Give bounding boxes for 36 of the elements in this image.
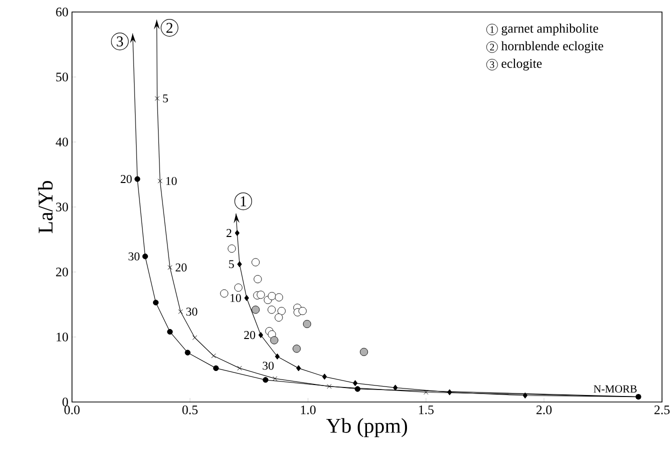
x-axis-title: Yb (ppm) <box>326 418 408 438</box>
annotation: 5 <box>229 260 234 268</box>
y-tick-label: 60 <box>56 8 68 16</box>
x-tick-label: 1.0 <box>301 406 316 414</box>
annotation: 2 <box>490 44 494 50</box>
annotation: 1 <box>490 26 494 33</box>
y-axis-title: La/Yb <box>38 181 53 234</box>
annotation: 2 <box>166 22 172 33</box>
annotation: 20 <box>176 263 187 272</box>
annotation: hornblende eclogite <box>501 41 604 53</box>
annotation: N-MORB <box>594 385 637 393</box>
annotation: 30 <box>186 308 198 316</box>
annotation: 10 <box>166 176 177 186</box>
y-tick-label: 0 <box>62 398 68 406</box>
y-tick-label: 20 <box>56 268 68 276</box>
annotation: 20 <box>244 331 256 340</box>
annotation: 2 <box>226 229 232 237</box>
y-tick-label: 40 <box>56 138 68 146</box>
x-tick-label: 0.0 <box>64 406 80 414</box>
annotation: 1 <box>240 196 246 206</box>
x-tick-label: 2.5 <box>654 406 670 414</box>
x-tick-label: 2.0 <box>536 406 552 414</box>
annotation: garnet amphibolite <box>502 24 598 36</box>
annotation: 5 <box>163 94 168 102</box>
annotation: 3 <box>490 61 494 68</box>
annotation: eclogite <box>502 58 542 71</box>
y-tick-label: 30 <box>56 202 68 212</box>
x-tick-label: 1.5 <box>419 406 434 414</box>
y-tick-label: 10 <box>56 332 68 342</box>
annotation: 30 <box>128 252 140 260</box>
annotation: 10 <box>230 294 241 302</box>
annotation: 3 <box>116 36 124 46</box>
annotation: 20 <box>120 175 132 184</box>
x-tick-label: 0.5 <box>182 406 198 414</box>
y-tick-label: 50 <box>56 72 68 82</box>
annotation: 30 <box>262 362 274 370</box>
